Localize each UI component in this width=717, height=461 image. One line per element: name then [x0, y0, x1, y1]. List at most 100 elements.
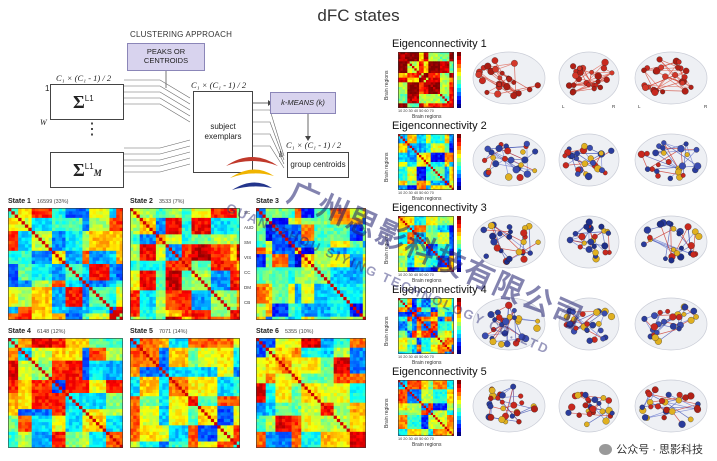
state3-axis-label: SM — [244, 240, 251, 245]
eigen-x-axis-label: Brain regions — [412, 442, 442, 448]
state-count: 5355 (10%) — [284, 329, 314, 335]
kmeans-box: k-MEANS (k) — [270, 92, 336, 114]
brain-network-view — [472, 133, 546, 187]
eigen-y-axis-label: Brain regions — [384, 152, 390, 182]
state-label: State 4 6148 (12%) — [8, 328, 65, 335]
eigen-x-axis-label: Brain regions — [412, 114, 442, 120]
brain-network-view — [472, 51, 546, 105]
brain-network-view — [558, 133, 620, 187]
sigma-matrix-bottom: ΣL1M — [50, 152, 124, 188]
eigen-x-ticks: 10 20 30 40 50 60 70 — [398, 355, 434, 359]
eigen-matrix — [398, 52, 454, 108]
state-title: State 5 — [130, 328, 153, 335]
state-title: State 3 — [256, 198, 279, 205]
state-matrix — [8, 338, 123, 448]
eigen-x-axis-label: Brain regions — [412, 360, 442, 366]
brain-network-view — [472, 297, 546, 351]
brain-network-view — [558, 297, 620, 351]
eigen-x-axis-label: Brain regions — [412, 278, 442, 284]
eigen-matrix — [398, 134, 454, 190]
state-matrix — [130, 208, 240, 320]
brain-network-view — [472, 379, 546, 433]
eigen-title: Eigenconnectivity 4 — [392, 284, 487, 296]
state3-axis-label: AUD — [244, 225, 254, 230]
state-label: State 2 3533 (7%) — [130, 198, 184, 205]
state-label: State 3 — [256, 198, 285, 205]
eigen-colorbar — [457, 134, 461, 190]
state-matrix — [8, 208, 123, 320]
eigen-colorbar — [457, 298, 461, 354]
wechat-icon — [599, 443, 613, 455]
state-matrix — [256, 208, 366, 320]
eigen-matrix — [398, 216, 454, 272]
state3-axis-label: DM — [244, 285, 251, 290]
brain-network-view — [558, 51, 620, 105]
state3-axis-label: SC — [244, 210, 251, 215]
page-title: dFC states — [317, 6, 400, 25]
footer-text: 公众号 · 思影科技 — [616, 444, 703, 456]
state-matrix — [130, 338, 240, 448]
eigen-colorbar — [457, 52, 461, 108]
state-title: State 2 — [130, 198, 153, 205]
eigen-x-ticks: 10 20 30 40 50 60 70 — [398, 437, 434, 441]
w-label: W — [40, 118, 47, 127]
clustering-diagram-lines — [124, 71, 311, 173]
group-centroids-box: group centroids — [287, 152, 349, 178]
peaks-or-centroids-box: PEAKS OR CENTROIDS — [127, 43, 205, 71]
brain-hemisphere-label: R — [612, 104, 616, 109]
sigma-symbol-top: ΣL1 — [73, 92, 94, 112]
brain-network-view — [634, 297, 708, 351]
eigen-x-ticks: 10 20 30 40 50 60 70 — [398, 109, 434, 113]
state-matrix — [256, 338, 366, 448]
state-count: 16599 (33%) — [36, 199, 69, 205]
brain-network-view — [558, 215, 620, 269]
state-title: State 4 — [8, 328, 31, 335]
eigen-colorbar — [457, 216, 461, 272]
company-logo — [226, 157, 278, 190]
eigen-title: Eigenconnectivity 5 — [392, 366, 487, 378]
eigen-y-axis-label: Brain regions — [384, 316, 390, 346]
state-title: State 6 — [256, 328, 279, 335]
eigen-colorbar — [457, 380, 461, 436]
k-label: k — [279, 150, 283, 159]
eigen-y-axis-label: Brain regions — [384, 398, 390, 428]
state-count: 6148 (12%) — [36, 329, 66, 335]
brain-network-view — [634, 133, 708, 187]
eigen-x-ticks: 10 20 30 40 50 60 70 — [398, 191, 434, 195]
state-title: State 1 — [8, 198, 31, 205]
eigen-y-axis-label: Brain regions — [384, 70, 390, 100]
brain-network-view — [634, 215, 708, 269]
eigen-matrix — [398, 298, 454, 354]
state3-axis-label: CC — [244, 270, 251, 275]
eigen-x-ticks: 10 20 30 40 50 60 70 — [398, 273, 434, 277]
eigen-matrix — [398, 380, 454, 436]
brain-network-view — [558, 379, 620, 433]
state-count: 3533 (7%) — [158, 199, 185, 205]
one-label: 1 — [45, 84, 50, 93]
state3-axis-label: CB — [244, 300, 251, 305]
brain-hemisphere-label: L — [562, 104, 565, 109]
brain-network-view — [634, 51, 708, 105]
formula-top-left: C₁ × (C₁ - 1) / 2 — [56, 73, 112, 83]
brain-network-view — [634, 379, 708, 433]
subject-exemplars-box: subject exemplars — [193, 91, 253, 173]
formula-group: C₁ × (C₁ - 1) / 2 — [286, 140, 342, 150]
brain-hemisphere-label: R — [704, 104, 708, 109]
sigma-matrix-top: ΣL1 — [50, 84, 124, 120]
formula-subject: C₁ × (C₁ - 1) / 2 — [191, 80, 247, 90]
sigma-symbol-bottom: ΣL1M — [73, 160, 102, 180]
state-label: State 1 16599 (33%) — [8, 198, 68, 205]
sigma-bottom-superscript: L1 — [84, 162, 94, 171]
sigma-top-superscript: L1 — [84, 94, 94, 103]
brain-hemisphere-label: L — [638, 104, 641, 109]
eigen-title: Eigenconnectivity 3 — [392, 202, 487, 214]
footer-account: 公众号 · 思影科技 — [599, 441, 703, 457]
sigma-bottom-subscript: M — [93, 168, 102, 178]
vertical-ellipsis: ⋮ — [84, 121, 100, 138]
state-label: State 5 7071 (14%) — [130, 328, 187, 335]
clustering-approach-label: CLUSTERING APPROACH — [130, 30, 233, 39]
state-count: 7071 (14%) — [158, 329, 188, 335]
eigen-x-axis-label: Brain regions — [412, 196, 442, 202]
state-label: State 6 5355 (10%) — [256, 328, 313, 335]
eigen-title: Eigenconnectivity 1 — [392, 38, 487, 50]
